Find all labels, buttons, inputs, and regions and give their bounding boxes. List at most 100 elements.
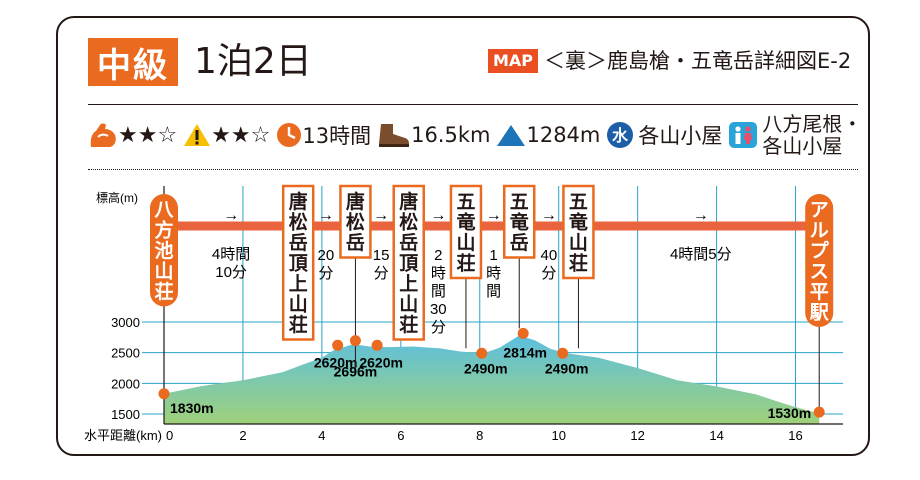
water-value: 各山小屋: [638, 124, 723, 148]
station-name-char: ル: [810, 221, 829, 242]
station-name-char: 唐: [399, 190, 418, 213]
time-value: 13時間: [302, 124, 372, 148]
elevation-label: 2490m: [545, 360, 589, 376]
station-name-char: 岳: [346, 232, 365, 254]
elevation-point: [349, 335, 361, 347]
header-divider: [88, 104, 858, 105]
toilet-value: 八方尾根・ 各山小屋: [762, 112, 863, 158]
station-name-char: 五: [569, 192, 588, 213]
elevation-label: 2620m: [359, 354, 403, 370]
segment-time-char: 時: [486, 265, 501, 282]
station-name-char: 荘: [569, 252, 588, 275]
station-name-char: 平: [810, 282, 829, 303]
elevation-point: [557, 347, 569, 359]
segment-time-char: 15: [373, 247, 390, 264]
station-name-char: 山: [569, 232, 588, 254]
elevation-point: [332, 339, 344, 351]
segment-time: 4時間5分: [670, 246, 732, 263]
segment-time-char: 分: [541, 265, 556, 282]
danger-stat: ★★☆: [183, 122, 270, 148]
segment-arrow: →: [373, 207, 389, 224]
station-name-char: ア: [810, 200, 829, 221]
station-box: [339, 184, 372, 259]
segment-time: 4時間: [212, 246, 250, 263]
x-tick-label: 12: [630, 428, 644, 443]
segment-time-char: 分: [318, 265, 333, 282]
station-name-char: 荘: [154, 280, 173, 303]
x-tick-label: 2: [239, 428, 246, 443]
elevation-profile-area: [164, 335, 820, 424]
stats-divider: [88, 169, 858, 170]
station-pill: [150, 194, 178, 307]
hiking-boot-icon: [379, 124, 410, 147]
stats-row: ★★☆ ★★☆ 13時間 16.5km 1284m 水 各山小: [88, 112, 868, 158]
station-name-char: 池: [154, 239, 173, 262]
segment-time-char: 間: [431, 283, 446, 300]
station-box: [562, 184, 595, 280]
x-axis-label: 水平距離(km): [84, 428, 162, 443]
elevation-point: [813, 406, 825, 418]
station-name-char: 山: [456, 232, 475, 254]
water-icon: 水: [607, 122, 634, 148]
segment-time-char: 2: [434, 247, 442, 264]
elevation-point: [517, 327, 529, 339]
map-ref-text: ＜裏＞鹿島槍・五竜岳詳細図E-2: [544, 49, 852, 73]
danger-stars: ★★☆: [211, 122, 271, 148]
segment-arrow: →: [693, 207, 709, 224]
station-name-char: 上: [289, 273, 308, 295]
segment-time-char: 時: [431, 265, 446, 282]
station-name-char: 岳: [510, 232, 529, 254]
elevation-point: [476, 347, 488, 359]
card-frame: [56, 16, 870, 456]
y-axis-label: 標高(m): [96, 190, 138, 205]
segment-time: 10分: [215, 264, 247, 281]
segment-time-char: 分: [431, 319, 446, 336]
time-stat: 13時間: [276, 120, 371, 150]
map-reference: MAP ＜裏＞鹿島槍・五竜岳詳細図E-2: [488, 48, 851, 74]
station-name-char: 岳: [289, 232, 308, 254]
station-box: [449, 184, 483, 280]
station-name-char: 方: [154, 219, 173, 242]
y-tick-label: 2500: [111, 346, 140, 361]
elevation-point: [158, 388, 170, 400]
x-tick-label: 14: [709, 428, 723, 443]
segment-arrow: →: [541, 207, 557, 224]
elevation-point: [371, 339, 383, 351]
stamina-arm-icon: [90, 123, 116, 147]
elevation-label: 2696m: [334, 364, 378, 380]
station-name-char: 松: [399, 211, 418, 234]
station-name-char: 頂: [399, 253, 419, 275]
x-tick-label: 0: [166, 428, 173, 443]
station-name-char: 唐: [289, 190, 308, 213]
station-name-char: 荘: [456, 252, 475, 275]
station-name-char: 五: [456, 192, 475, 213]
x-tick-label: 8: [476, 428, 483, 443]
elevation-value: 1284m: [526, 123, 601, 147]
station-name-char: 竜: [456, 211, 475, 234]
distance-stat: 16.5km: [377, 122, 490, 148]
warning-icon: [184, 124, 211, 146]
station-box: [281, 184, 315, 341]
station-name-char: プ: [810, 239, 830, 262]
station-name-char: 駅: [809, 302, 830, 324]
level-badge: 中級: [88, 38, 178, 86]
clock-icon: [277, 123, 302, 147]
segment-time-char: 間: [486, 283, 501, 300]
water-icon-label: 水: [612, 126, 629, 145]
station-name-char: 竜: [510, 211, 529, 234]
station-name-char: 山: [289, 294, 308, 316]
segment-time-char: 分: [374, 265, 389, 282]
elevation-label: 2620m: [314, 354, 358, 370]
stamina-stars: ★★☆: [118, 122, 178, 148]
station-name-char: 上: [399, 273, 418, 295]
segment-arrow: →: [430, 207, 446, 224]
water-stat: 水 各山小屋: [606, 120, 722, 150]
station-name-char: 荘: [289, 313, 308, 336]
distance-value: 16.5km: [411, 123, 491, 147]
toilet-icon: [729, 122, 758, 148]
station-box: [502, 184, 536, 259]
elevation-label: 1830m: [170, 400, 214, 416]
